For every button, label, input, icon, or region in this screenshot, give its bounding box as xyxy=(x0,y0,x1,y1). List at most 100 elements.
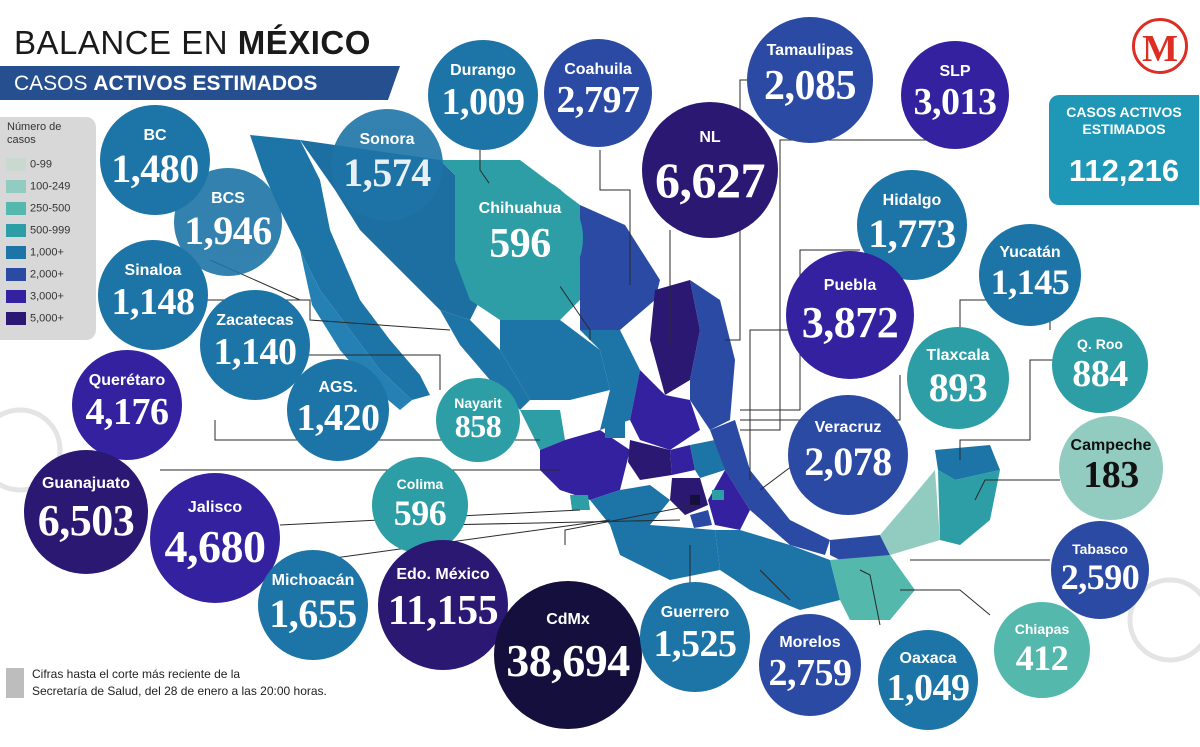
state-name: BCS xyxy=(211,189,245,207)
state-name: Sinaloa xyxy=(124,262,182,279)
legend-item: 250-500 xyxy=(6,202,70,219)
state-name: Zacatecas xyxy=(216,312,294,329)
legend-swatch xyxy=(6,312,26,325)
legend-label: 100-249 xyxy=(30,180,71,193)
state-bubble-guanajuato: Guanajuato 6,503 xyxy=(24,450,148,574)
state-name: CdMx xyxy=(546,610,590,628)
map-puebla xyxy=(708,470,750,530)
state-bubble-jalisco: Jalisco 4,680 xyxy=(150,473,280,603)
state-name: AGS. xyxy=(318,379,358,397)
logo-letter: M xyxy=(1142,28,1178,70)
state-name: Puebla xyxy=(823,276,877,294)
state-bubble-slp: SLP 3,013 xyxy=(901,41,1009,149)
state-value: 1,773 xyxy=(868,210,956,256)
state-bubble-puebla: Puebla 3,872 xyxy=(786,251,914,379)
state-value: 1,480 xyxy=(111,145,199,191)
legend: Número de casos 0-99 100-249 250-500 500-99… xyxy=(0,117,96,340)
map-sinaloa xyxy=(440,310,530,410)
state-name: Guerrero xyxy=(660,604,730,621)
state-bubble-zacatecas: Zacatecas 1,140 xyxy=(200,290,310,400)
state-name: Querétaro xyxy=(88,372,166,389)
map-cdmx xyxy=(690,495,700,505)
state-bubble-durango: Durango 1,009 xyxy=(428,40,538,150)
state-name: Hidalgo xyxy=(882,192,942,209)
state-value: 1,525 xyxy=(653,622,738,665)
state-name: Q. Roo xyxy=(1077,336,1123,353)
state-name: Tlaxcala xyxy=(926,347,990,365)
map-guerrero xyxy=(610,525,720,580)
map-zacatecas xyxy=(580,330,640,430)
state-name: Tabasco xyxy=(1072,540,1128,557)
state-value: 1,148 xyxy=(111,280,196,323)
state-name: BC xyxy=(143,127,167,144)
state-value: 6,627 xyxy=(655,151,766,208)
legend-swatch xyxy=(6,224,26,237)
state-value: 6,503 xyxy=(37,495,135,545)
legend-item: 0-99 xyxy=(6,158,52,175)
title-normal-text: BALANCE EN xyxy=(14,24,238,61)
state-bubble-queretaro: Querétaro 4,176 xyxy=(72,350,182,460)
state-bubble-oaxaca: Oaxaca 1,049 xyxy=(878,630,978,730)
map-colima xyxy=(570,495,590,510)
state-bubble-nayarit: Nayarit 858 xyxy=(436,378,520,462)
state-value: 11,155 xyxy=(387,587,499,634)
state-name: Tamaulipas xyxy=(766,42,854,60)
state-value: 4,176 xyxy=(85,390,170,433)
state-name: Guanajuato xyxy=(41,474,130,492)
legend-item: 500-999 xyxy=(6,224,70,241)
page-title: BALANCE EN MÉXICO xyxy=(14,24,371,62)
state-bubble-morelos: Morelos 2,759 xyxy=(759,614,861,716)
state-bubble-chihuahua: Chihuahua 596 xyxy=(457,175,583,301)
state-value: 1,420 xyxy=(296,396,381,439)
map-campeche xyxy=(880,470,940,555)
state-value: 893 xyxy=(928,364,988,410)
state-value: 1,946 xyxy=(184,207,272,253)
state-name: Colima xyxy=(396,476,444,493)
legend-label: 5,000+ xyxy=(30,312,64,325)
state-bubble-guerrero: Guerrero 1,525 xyxy=(640,582,750,692)
state-value: 412 xyxy=(1015,637,1069,678)
state-bubble-coahuila: Coahuila 2,797 xyxy=(544,39,652,147)
map-durango xyxy=(500,320,610,400)
state-name: Veracruz xyxy=(814,419,882,436)
total-label: CASOS ACTIVOS ESTIMADOS xyxy=(1066,104,1182,137)
state-value: 2,085 xyxy=(764,63,857,110)
map-oaxaca xyxy=(715,530,840,610)
state-bubble-cdmx: CdMx 38,694 xyxy=(494,581,642,729)
map-ags xyxy=(605,420,625,438)
map-coahuila xyxy=(580,205,660,330)
state-value: 2,759 xyxy=(768,651,853,694)
state-value: 1,140 xyxy=(213,330,298,373)
map-guanajuato xyxy=(628,440,672,480)
subtitle-bold-text: ACTIVOS ESTIMADOS xyxy=(93,72,318,95)
state-value: 38,694 xyxy=(506,635,630,687)
map-morelos xyxy=(690,510,712,528)
state-value: 1,655 xyxy=(269,590,357,636)
legend-item: 100-249 xyxy=(6,180,70,197)
legend-swatch xyxy=(6,202,26,215)
state-name: Nayarit xyxy=(454,394,502,411)
legend-label: 1,000+ xyxy=(30,246,64,259)
legend-swatch xyxy=(6,246,26,259)
state-bubble-veracruz: Veracruz 2,078 xyxy=(788,395,908,515)
legend-swatch xyxy=(6,268,26,281)
legend-item: 5,000+ xyxy=(6,312,64,329)
state-value: 2,078 xyxy=(804,439,892,485)
state-bubble-sinaloa: Sinaloa 1,148 xyxy=(98,240,208,350)
map-edomex xyxy=(670,478,708,515)
subtitle-bar xyxy=(0,66,400,100)
state-value: 1,145 xyxy=(990,261,1070,302)
total-value: 112,216 xyxy=(1068,153,1180,188)
state-value: 2,590 xyxy=(1060,557,1140,598)
state-bubble-ags: AGS. 1,420 xyxy=(287,359,389,461)
state-name: Coahuila xyxy=(564,60,632,78)
map-nl xyxy=(650,280,700,395)
state-bubble-sonora: Sonora 1,574 xyxy=(331,109,443,221)
state-value: 596 xyxy=(393,492,447,533)
title-bold-text: MÉXICO xyxy=(237,24,371,61)
legend-swatch xyxy=(6,158,26,171)
state-value: 1,574 xyxy=(343,150,431,196)
milenio-logo-icon: M xyxy=(1132,18,1188,74)
legend-swatch xyxy=(6,180,26,193)
